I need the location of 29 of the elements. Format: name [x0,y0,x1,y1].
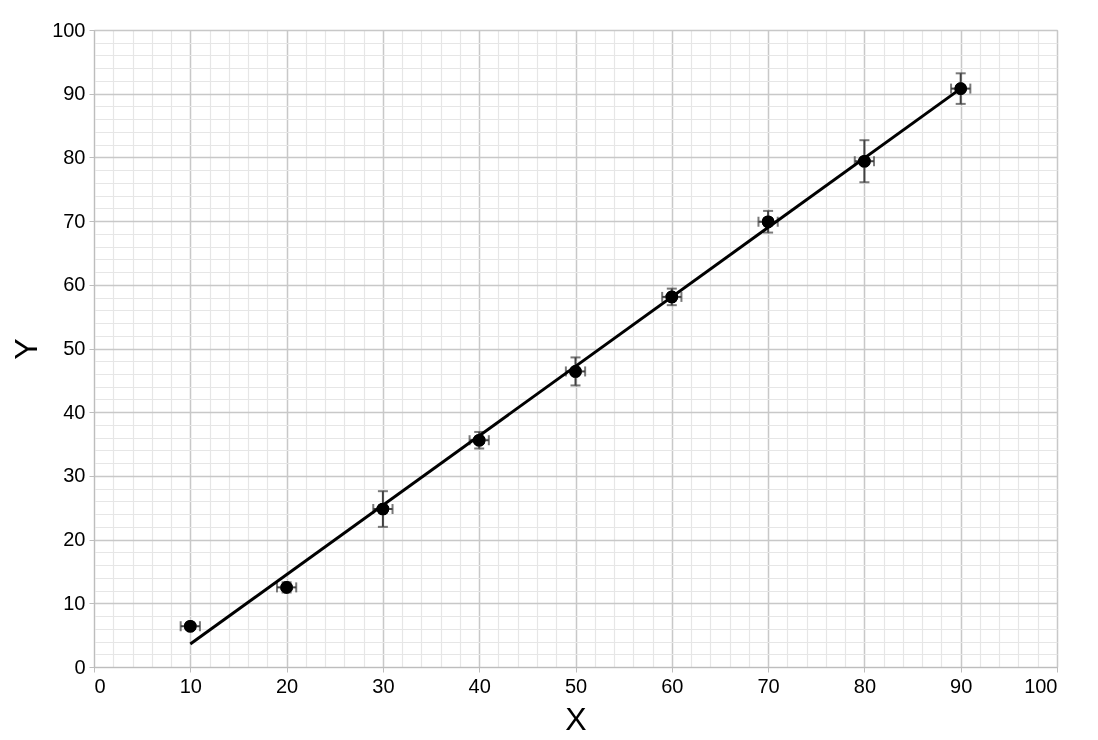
point [376,502,390,516]
x-tick-label: 20 [275,674,299,697]
x-tick-label: 80 [853,674,877,697]
x-tick-label: 0 [94,674,106,697]
point [761,215,775,229]
x-tick-label: 50 [564,674,588,697]
x-tick-label: 40 [468,674,491,697]
y-tick-label: 0 [74,655,86,678]
y-tick-label: 70 [63,209,86,232]
y-tick-label: 90 [63,82,86,105]
y-tick-label: 60 [63,273,86,296]
y-tick-label: 100 [52,18,86,41]
y-axis-title: Y [8,338,45,360]
y-tick-label: 10 [63,591,86,614]
y-tick-label: 80 [63,145,86,168]
y-tick-label: 30 [63,464,86,487]
y-tick-label: 20 [63,528,86,551]
x-tick-label: 60 [661,674,684,697]
x-tick-label: 100 [1024,674,1058,697]
y-tick-label: 50 [63,337,86,359]
y-tick-label: 40 [63,400,86,423]
point [183,619,197,633]
point [569,365,582,378]
x-tick-label: 30 [372,674,395,697]
point [858,154,871,168]
x-tick-label: 10 [179,674,202,697]
x-tick-label: 90 [950,674,973,697]
x-tick-label: 70 [757,674,780,697]
x-axis-title: X [565,700,587,737]
